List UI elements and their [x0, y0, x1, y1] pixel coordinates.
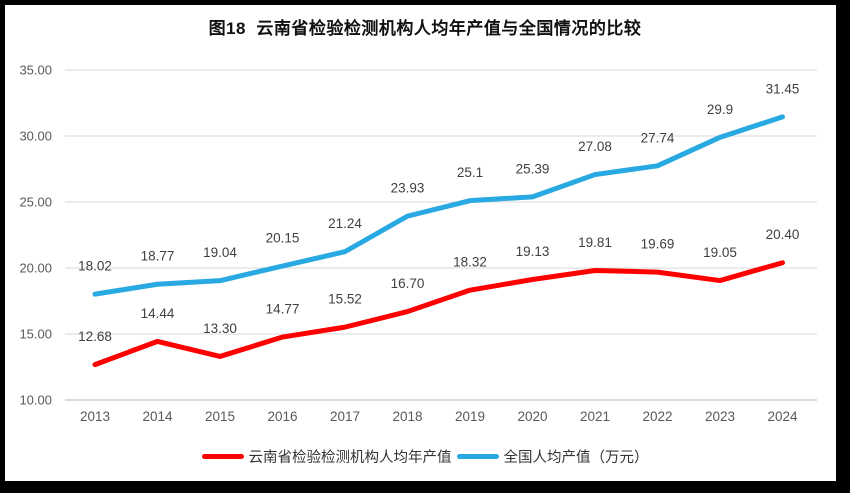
data-label: 19.13	[516, 244, 550, 259]
legend-label-national: 全国人均产值（万元）	[503, 450, 649, 466]
x-tick-label: 2022	[642, 409, 672, 424]
data-label: 18.77	[141, 249, 175, 264]
data-label: 19.69	[641, 237, 675, 252]
data-label: 20.15	[266, 231, 300, 246]
x-tick-label: 2021	[580, 409, 610, 424]
series-line-0	[92, 260, 785, 368]
x-tick-label: 2013	[80, 409, 110, 424]
y-tick-label: 15.00	[19, 327, 52, 342]
y-tick-label: 25.00	[19, 195, 52, 210]
data-label: 27.74	[641, 130, 675, 145]
x-tick-label: 2020	[517, 409, 547, 424]
x-tick-label: 2016	[267, 409, 297, 424]
data-label: 25.39	[516, 161, 550, 176]
data-label: 25.1	[457, 165, 483, 180]
data-label: 18.32	[453, 255, 487, 270]
series-1-data-labels: 18.02 18.77 19.04 20.15 21.24 23.93 25.1 25.39 2…	[78, 81, 799, 273]
x-tick-label: 2017	[330, 409, 360, 424]
series-0-data-labels: 12.68 14.44 13.30 14.77 15.52 16.70 18.32 19.13…	[78, 227, 799, 344]
legend-swatch-national-blue-line-icon	[456, 454, 499, 459]
legend-item-yunnan: 云南省检验检测机构人均年产值	[201, 446, 452, 467]
data-label: 29.9	[707, 102, 733, 117]
data-label: 18.02	[78, 259, 112, 274]
data-label: 14.77	[266, 302, 300, 317]
legend: 云南省检验检测机构人均年产值 全国人均产值（万元）	[0, 446, 850, 467]
data-label: 19.81	[578, 235, 612, 250]
data-label: 31.45	[766, 81, 800, 96]
gridlines	[65, 69, 817, 401]
x-tick-label: 2015	[205, 409, 235, 424]
x-tick-label: 2014	[142, 409, 173, 424]
legend-label-yunnan: 云南省检验检测机构人均年产值	[248, 450, 452, 466]
x-axis-tick-labels: 2013 2014 2015 2016 2017 2018 2019 2020 2021 2022…	[80, 409, 798, 424]
x-tick-label: 2024	[767, 409, 798, 424]
y-tick-label: 30.00	[19, 129, 52, 144]
legend-item-national: 全国人均产值（万元）	[456, 446, 649, 467]
data-label: 12.68	[78, 329, 112, 344]
y-axis-tick-labels: 10.00 15.00 20.00 25.00 30.00 35.00	[19, 63, 52, 408]
x-tick-label: 2018	[392, 409, 422, 424]
data-label: 14.44	[141, 306, 175, 321]
legend-swatch-yunnan-red-line-icon	[201, 454, 244, 459]
data-label: 15.52	[328, 292, 362, 307]
data-label: 13.30	[203, 321, 237, 336]
y-tick-label: 35.00	[19, 63, 52, 78]
data-label: 23.93	[391, 181, 425, 196]
data-label: 16.70	[391, 276, 425, 291]
x-tick-label: 2023	[705, 409, 735, 424]
data-label: 21.24	[328, 216, 362, 231]
data-label: 19.04	[203, 245, 237, 260]
data-label: 20.40	[766, 227, 800, 242]
chart-title: 图18 云南省检验检测机构人均年产值与全国情况的比较	[208, 19, 642, 38]
y-tick-label: 10.00	[19, 393, 52, 408]
y-tick-label: 20.00	[19, 261, 52, 276]
x-tick-label: 2019	[455, 409, 485, 424]
series-line-1	[92, 114, 785, 297]
data-label: 19.05	[703, 245, 737, 260]
data-label: 27.08	[578, 139, 612, 154]
